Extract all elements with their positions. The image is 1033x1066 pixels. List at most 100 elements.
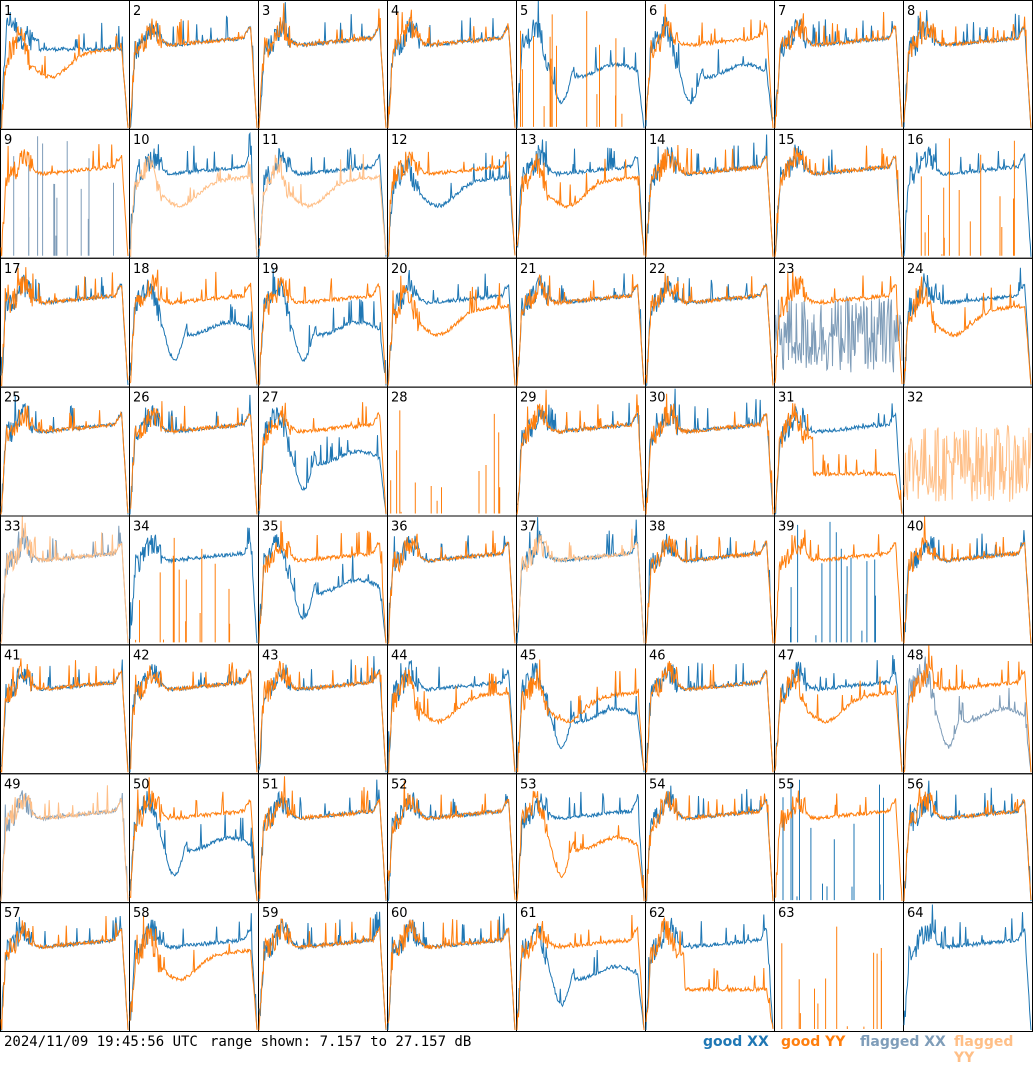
panel-frame <box>387 386 517 517</box>
series-xx <box>129 791 258 901</box>
panel-frame <box>516 902 646 1032</box>
panel-63: 63 <box>774 902 904 1032</box>
series-yy <box>258 656 387 771</box>
series-yy <box>0 516 129 644</box>
series-yy <box>0 267 129 387</box>
panel-4: 4 <box>387 0 517 130</box>
panel-62: 62 <box>645 902 775 1032</box>
series-xx <box>129 527 258 644</box>
series-yy <box>774 403 903 514</box>
legend-good-xx: good XX <box>703 1034 769 1050</box>
panel-38: 38 <box>645 515 775 646</box>
series-yy <box>516 659 645 773</box>
panel-label: 29 <box>520 391 537 406</box>
series-yy <box>645 144 774 257</box>
panel-frame <box>903 515 1033 646</box>
panel-frame <box>516 257 646 388</box>
legend-flagged-xx: flagged XX <box>860 1034 946 1050</box>
panel-label: 5 <box>520 4 528 19</box>
series-yy <box>0 144 129 257</box>
series-yy <box>774 668 903 773</box>
panel-label: 26 <box>133 391 150 406</box>
panel-frame <box>903 902 1033 1032</box>
panel-64: 64 <box>903 902 1033 1032</box>
panel-frame <box>645 386 775 517</box>
panel-frame <box>0 515 130 646</box>
series-yy <box>258 520 387 644</box>
panel-label: 50 <box>133 777 150 792</box>
panel-41: 41 <box>0 644 130 775</box>
series-xx <box>0 659 129 772</box>
series-yy <box>0 915 129 1031</box>
series-yy <box>135 537 231 643</box>
panel-13: 13 <box>516 128 646 259</box>
series-xx <box>790 521 876 643</box>
panel-frame <box>645 773 775 904</box>
series-yy <box>774 790 903 902</box>
series-xx <box>903 530 1032 644</box>
panel-label: 22 <box>649 262 666 277</box>
panel-label: 17 <box>4 262 21 277</box>
panel-frame <box>774 515 904 646</box>
series-yy <box>387 9 516 128</box>
series-yy <box>129 18 258 128</box>
panel-40: 40 <box>903 515 1033 646</box>
panel-label: 18 <box>133 262 150 277</box>
series-yy <box>903 516 1032 644</box>
panel-20: 20 <box>387 257 517 388</box>
panel-frame <box>258 257 388 388</box>
panel-35: 35 <box>258 515 388 646</box>
panel-label: 53 <box>520 777 537 792</box>
series-xx <box>0 11 129 128</box>
series-xx <box>387 151 516 257</box>
panel-5: 5 <box>516 0 646 130</box>
panel-label: 11 <box>262 133 279 148</box>
panel-48: 48 <box>903 644 1033 775</box>
series-xx <box>516 273 645 386</box>
series-yy <box>645 535 774 644</box>
panel-23: 23 <box>774 257 904 388</box>
panel-label: 64 <box>907 906 924 921</box>
series-xx <box>0 790 129 902</box>
panel-label: 1 <box>4 4 12 19</box>
panel-label: 4 <box>391 4 399 19</box>
series-yy <box>516 528 645 644</box>
panel-34: 34 <box>129 515 259 646</box>
panel-label: 41 <box>4 648 21 663</box>
series-yy <box>129 662 258 773</box>
series-xx <box>774 295 903 373</box>
panel-frame <box>0 644 130 775</box>
panel-22: 22 <box>645 257 775 388</box>
panel-label: 35 <box>262 520 279 535</box>
panel-37: 37 <box>516 515 646 646</box>
panel-frame <box>0 257 130 388</box>
panel-frame <box>129 0 259 130</box>
panel-label: 45 <box>520 648 537 663</box>
panel-label: 51 <box>262 777 279 792</box>
panel-frame <box>774 773 904 904</box>
panel-53: 53 <box>516 773 646 904</box>
panel-46: 46 <box>645 644 775 775</box>
panel-43: 43 <box>258 644 388 775</box>
series-yy <box>258 154 387 256</box>
series-yy <box>0 405 129 515</box>
series-yy <box>645 4 774 128</box>
panel-frame <box>645 128 775 259</box>
series-yy <box>0 658 129 773</box>
series-xx <box>516 139 645 255</box>
panel-8: 8 <box>903 0 1033 130</box>
panel-54: 54 <box>645 773 775 904</box>
panel-label: 42 <box>133 648 150 663</box>
series-yy <box>129 155 258 257</box>
panel-label: 7 <box>778 4 786 19</box>
panel-frame <box>516 386 646 517</box>
series-yy <box>258 402 387 515</box>
panel-15: 15 <box>774 128 904 259</box>
panel-50: 50 <box>129 773 259 904</box>
panel-label: 14 <box>649 133 666 148</box>
series-xx <box>516 0 645 128</box>
series-xx <box>645 914 774 1031</box>
series-yy <box>645 791 774 902</box>
panel-7: 7 <box>774 0 904 130</box>
panel-label: 20 <box>391 262 408 277</box>
